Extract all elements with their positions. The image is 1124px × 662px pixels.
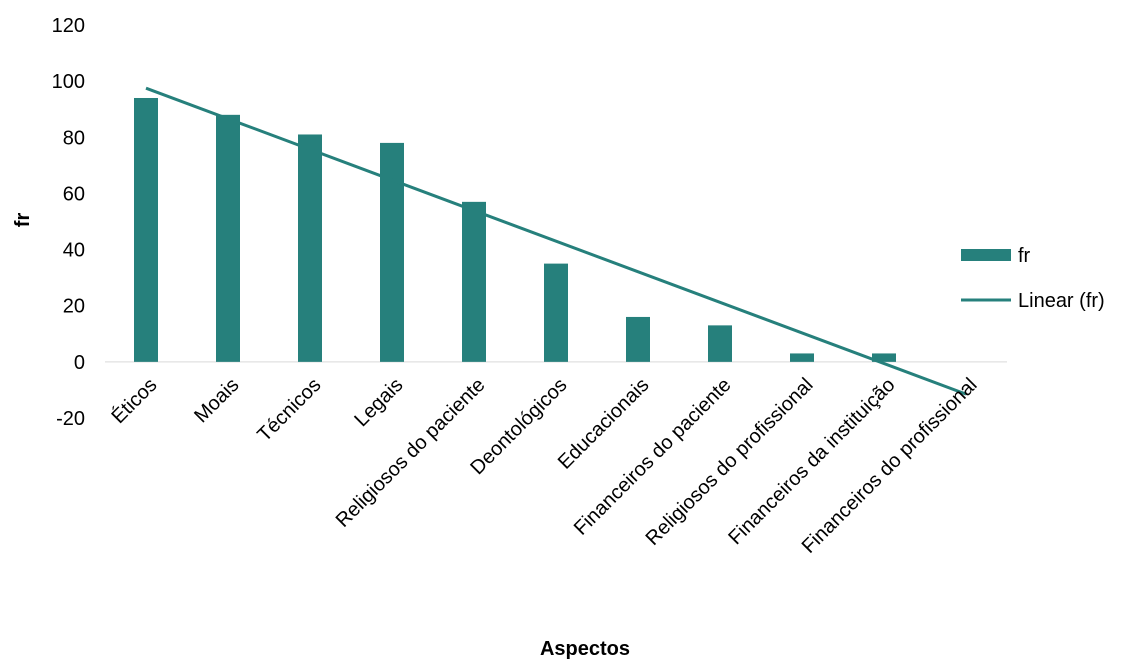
y-tick-label: 40 (63, 240, 85, 262)
x-tick-label: Religiosos do profissional (642, 374, 818, 550)
x-axis-title: Aspectos (540, 638, 630, 660)
x-tick-label: Legais (350, 374, 407, 431)
y-axis-title: fr (12, 213, 34, 228)
y-tick-label: 120 (52, 15, 85, 37)
y-tick-label: -20 (56, 408, 85, 430)
bar (134, 97, 158, 362)
x-tick-label: Financeiros do profissional (798, 374, 982, 558)
legend: fr Linear (fr) (961, 245, 1105, 312)
y-tick-label: 100 (52, 71, 85, 93)
bars (134, 97, 896, 362)
x-tick-label: Financeiros da instituição (724, 374, 899, 549)
y-tick-label: 80 (63, 127, 85, 149)
legend-label-trendline: Linear (fr) (1018, 290, 1105, 312)
bar (872, 353, 896, 362)
bar (462, 201, 486, 362)
x-tick-label: Financeiros do paciente (570, 374, 736, 540)
legend-label-bars: fr (1018, 245, 1031, 267)
bar (708, 325, 732, 362)
bar (626, 316, 650, 362)
y-tick-label: 60 (63, 183, 85, 205)
y-tick-label: 20 (63, 296, 85, 318)
x-tick-label: Éticos (107, 373, 162, 428)
x-tick-label: Moais (190, 374, 243, 427)
bar (298, 134, 322, 362)
y-tick-label: 0 (74, 352, 85, 374)
bar (790, 353, 814, 362)
x-tick-label: Religiosos do paciente (332, 374, 490, 532)
bar (544, 263, 568, 362)
bar (216, 114, 240, 362)
trendline (145, 86, 967, 396)
y-axis-ticks: 120 100 80 60 40 20 0 -20 (52, 15, 85, 430)
x-tick-label: Técnicos (253, 374, 325, 446)
legend-bar-swatch (961, 249, 1011, 261)
